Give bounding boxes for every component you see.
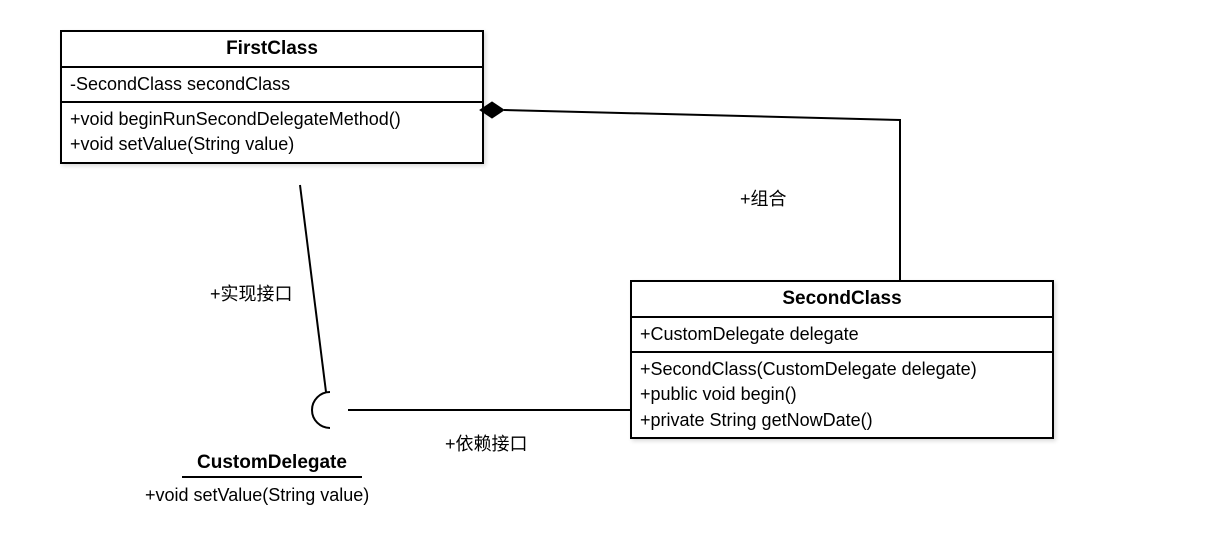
class-box-first: FirstClass -SecondClass secondClass +voi… — [60, 30, 484, 164]
class-methods-first: +void beginRunSecondDelegateMethod() +vo… — [62, 103, 482, 161]
method-row: +void beginRunSecondDelegateMethod() — [70, 107, 474, 132]
edge-label-realize: +实现接口 — [210, 280, 293, 306]
attr-row: +CustomDelegate delegate — [640, 322, 1044, 347]
class-attributes-first: -SecondClass secondClass — [62, 68, 482, 103]
class-methods-second: +SecondClass(CustomDelegate delegate) +p… — [632, 353, 1052, 437]
class-title-first: FirstClass — [62, 32, 482, 68]
method-row: +SecondClass(CustomDelegate delegate) — [640, 357, 1044, 382]
method-row: +void setValue(String value) — [70, 132, 474, 157]
edge-realize-line — [300, 185, 326, 392]
interface-name: CustomDelegate — [182, 452, 362, 478]
edge-label-depend: +依赖接口 — [445, 430, 528, 456]
class-box-second: SecondClass +CustomDelegate delegate +Se… — [630, 280, 1054, 439]
interface-socket-icon — [312, 392, 330, 428]
class-attributes-second: +CustomDelegate delegate — [632, 318, 1052, 353]
edge-label-composition: +组合 — [740, 185, 787, 211]
class-title-second: SecondClass — [632, 282, 1052, 318]
method-row: +private String getNowDate() — [640, 408, 1044, 433]
edge-composition-line — [504, 110, 900, 280]
attr-row: -SecondClass secondClass — [70, 72, 474, 97]
interface-method: +void setValue(String value) — [145, 485, 369, 506]
method-row: +public void begin() — [640, 382, 1044, 407]
